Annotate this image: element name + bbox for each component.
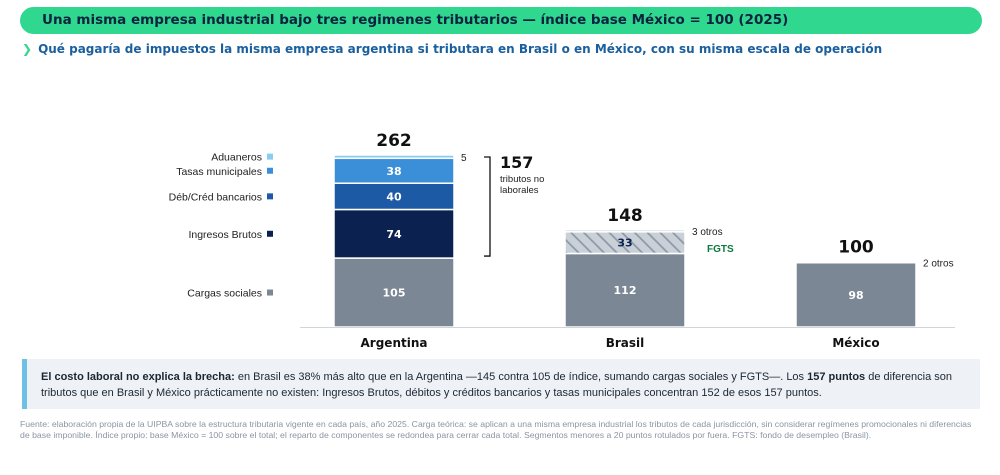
legend-swatch-cargas-sociales [267, 289, 273, 296]
legend-label-ingresos-brutos: Ingresos Brutos [188, 229, 262, 241]
legend-swatch-d-b-cr-d-bancarios [267, 193, 273, 200]
stacked-bar-chart: 262 Argentina 148 Brasil 100 México 105 74 40 38 1… [169, 131, 955, 350]
value-label-aduaneros: 5 [461, 153, 467, 164]
bar-méxico-otros [795, 260, 917, 264]
chart-subtitle: Qué pagaría de impuestos la misma empres… [38, 42, 883, 56]
value-label: 105 [383, 287, 406, 300]
bar-argentina-aduaneros [333, 154, 455, 160]
legend-label-aduaneros: Aduaneros [211, 152, 262, 164]
value-label-fgts: FGTS [707, 244, 734, 255]
value-label: 112 [614, 284, 637, 297]
bracket-value: 157 [500, 153, 533, 172]
value-label: 98 [848, 289, 863, 302]
value-label: 40 [386, 190, 402, 203]
value-label: 74 [386, 228, 402, 241]
total-label-argentina: 262 [376, 131, 412, 151]
category-label-brasil: Brasil [606, 336, 645, 350]
legend-label-d-b-cr-d-bancarios: Déb/Créd bancarios [169, 191, 262, 203]
bar-brasil-otros [564, 229, 686, 233]
bracket-text-1: tributos no [500, 174, 544, 185]
value-label-mexico-otros: 2 otros [923, 258, 954, 269]
bar-argentina-tasas-municipales [333, 157, 455, 184]
bracket-text-2: laborales [500, 185, 539, 196]
total-label-brasil: 148 [607, 206, 643, 226]
category-label-argentina: Argentina [361, 336, 428, 350]
legend-swatch-tasas-municipales [267, 167, 273, 174]
note-bold: 157 puntos [807, 371, 866, 383]
legend-swatch-ingresos-brutos [267, 230, 273, 237]
total-label-méxico: 100 [838, 237, 874, 257]
bracket-non-labor [484, 156, 491, 257]
chart-title: Una misma empresa industrial bajo tres r… [42, 12, 789, 28]
value-label: 38 [386, 165, 401, 178]
legend-swatch-aduaneros [267, 153, 273, 160]
chevron-right-icon: ❯ [22, 42, 33, 56]
value-label: 33 [617, 237, 632, 250]
note-text-1: en Brasil es 38% más alto que en la Arge… [234, 371, 808, 383]
bar-argentina-ingresos-brutos [333, 208, 455, 259]
legend-label-tasas-municipales: Tasas municipales [176, 166, 262, 178]
value-label-brasil-otros: 3 otros [692, 227, 723, 238]
note-lead: El costo laboral no explica la brecha: [41, 371, 235, 383]
source-note: Fuente: elaboración propia de la UIPBA s… [20, 419, 972, 440]
category-label-méxico: México [832, 336, 879, 350]
title-bar: Una misma empresa industrial bajo tres r… [20, 7, 982, 34]
bar-argentina-cargas-sociales [333, 257, 455, 328]
note-box: El costo laboral no explica la brecha: e… [22, 359, 980, 409]
note-text-2: de diferencia son tributos que en Brasil… [41, 371, 953, 399]
legend-label-cargas-sociales: Cargas sociales [187, 288, 262, 300]
subtitle-row: ❯ Qué pagaría de impuestos la misma empre… [22, 42, 982, 56]
